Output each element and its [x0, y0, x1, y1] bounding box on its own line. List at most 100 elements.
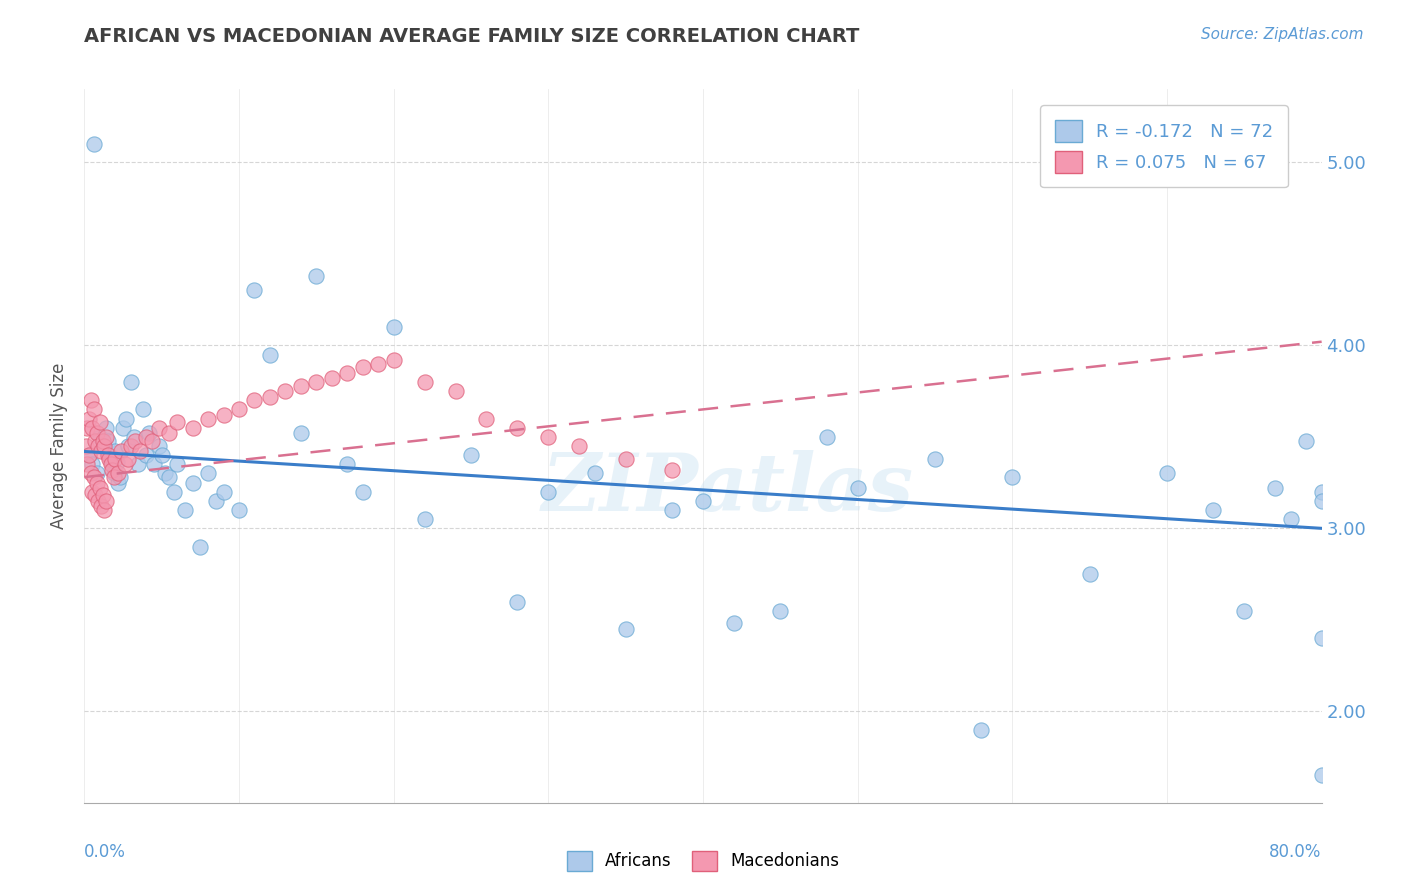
Point: [614, 622, 637, 636]
Point: [82, 458, 104, 472]
Point: [205, 494, 228, 508]
Point: [124, 434, 146, 448]
Point: [104, 444, 127, 458]
Point: [290, 426, 312, 441]
Text: 80.0%: 80.0%: [1270, 843, 1322, 861]
Point: [197, 467, 219, 481]
Point: [100, 451, 122, 466]
Point: [336, 458, 359, 472]
Point: [94, 420, 117, 434]
Point: [114, 458, 136, 472]
Point: [382, 353, 405, 368]
Point: [108, 470, 131, 484]
Point: [135, 448, 157, 462]
Point: [336, 366, 359, 380]
Point: [321, 371, 343, 385]
Point: [105, 455, 128, 469]
Point: [1264, 481, 1286, 495]
Point: [1156, 467, 1178, 481]
Point: [568, 439, 591, 453]
Point: [117, 439, 139, 453]
Point: [77, 448, 100, 462]
Point: [305, 268, 328, 283]
Point: [103, 467, 125, 481]
Point: [583, 467, 606, 481]
Point: [76, 458, 98, 472]
Point: [98, 451, 121, 466]
Point: [97, 448, 120, 462]
Point: [77, 448, 100, 462]
Point: [537, 430, 560, 444]
Point: [413, 375, 436, 389]
Point: [506, 594, 529, 608]
Point: [98, 448, 121, 462]
Point: [475, 411, 498, 425]
Point: [91, 434, 114, 448]
Point: [352, 484, 374, 499]
Point: [90, 444, 112, 458]
Point: [84, 488, 107, 502]
Point: [79, 393, 101, 408]
Point: [815, 430, 838, 444]
Point: [76, 420, 98, 434]
Text: AFRICAN VS MACEDONIAN AVERAGE FAMILY SIZE CORRELATION CHART: AFRICAN VS MACEDONIAN AVERAGE FAMILY SIZ…: [84, 27, 859, 45]
Point: [153, 467, 176, 481]
Point: [89, 481, 111, 495]
Point: [352, 360, 374, 375]
Point: [166, 415, 188, 429]
Point: [163, 484, 186, 499]
Point: [228, 402, 250, 417]
Point: [97, 434, 120, 448]
Point: [141, 434, 163, 448]
Y-axis label: Average Family Size: Average Family Size: [51, 363, 69, 529]
Point: [159, 470, 181, 484]
Point: [107, 467, 129, 481]
Point: [1295, 434, 1317, 448]
Point: [82, 420, 104, 434]
Point: [93, 439, 115, 453]
Point: [506, 420, 529, 434]
Point: [1310, 768, 1333, 782]
Point: [94, 494, 117, 508]
Point: [129, 444, 152, 458]
Point: [243, 284, 266, 298]
Point: [661, 463, 683, 477]
Point: [104, 451, 127, 466]
Point: [1001, 470, 1024, 484]
Point: [1078, 567, 1101, 582]
Point: [83, 470, 105, 484]
Point: [924, 451, 946, 466]
Point: [87, 494, 110, 508]
Point: [723, 616, 745, 631]
Point: [128, 458, 150, 472]
Point: [212, 408, 235, 422]
Point: [79, 467, 101, 481]
Point: [135, 430, 157, 444]
Point: [382, 320, 405, 334]
Point: [87, 439, 110, 453]
Point: [77, 411, 100, 425]
Point: [166, 458, 188, 472]
Point: [84, 434, 107, 448]
Point: [274, 384, 297, 398]
Point: [228, 503, 250, 517]
Point: [367, 357, 389, 371]
Point: [138, 426, 160, 441]
Point: [86, 475, 108, 490]
Point: [90, 500, 112, 514]
Text: ZIPatlas: ZIPatlas: [541, 450, 914, 527]
Point: [91, 488, 114, 502]
Point: [75, 439, 97, 453]
Point: [259, 347, 281, 361]
Point: [94, 430, 117, 444]
Point: [305, 375, 328, 389]
Point: [769, 604, 792, 618]
Point: [181, 475, 204, 490]
Point: [1310, 631, 1333, 645]
Point: [115, 411, 138, 425]
Point: [107, 475, 129, 490]
Point: [86, 467, 108, 481]
Point: [103, 470, 125, 484]
Point: [259, 390, 281, 404]
Point: [148, 439, 170, 453]
